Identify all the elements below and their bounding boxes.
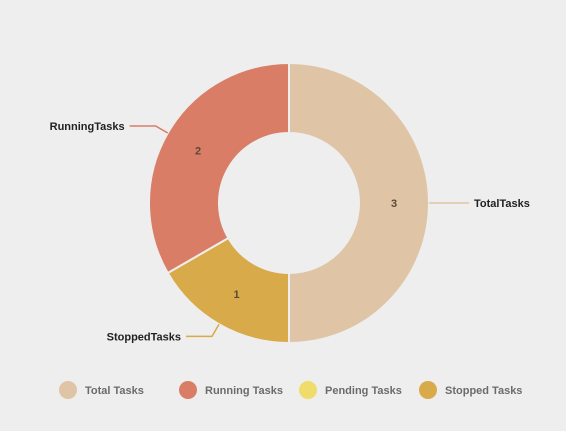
callout-line-stopped-tasks — [186, 323, 220, 338]
slice-value-total-tasks: 3 — [391, 198, 397, 210]
legend-item-total-tasks[interactable]: Total Tasks — [59, 381, 144, 399]
slice-value-labels: 3 1 2 — [195, 146, 397, 301]
slice-running-tasks[interactable] — [148, 62, 290, 274]
slice-value-stopped-tasks: 1 — [233, 289, 239, 301]
legend-swatch — [419, 381, 437, 399]
legend-swatch — [59, 381, 77, 399]
legend-label: Total Tasks — [85, 385, 144, 397]
legend-item-stopped-tasks[interactable]: Stopped Tasks — [419, 381, 522, 399]
legend-label: Pending Tasks — [325, 385, 402, 397]
callout-label-total-tasks: TotalTasks — [474, 198, 530, 210]
callout-line-running-tasks — [129, 125, 169, 134]
legend-item-running-tasks[interactable]: Running Tasks — [179, 381, 283, 399]
slice-callouts: TotalTasks StoppedTasks RunningTasks — [50, 121, 530, 343]
donut-slices — [148, 62, 430, 344]
legend-swatch — [179, 381, 197, 399]
legend-label: Running Tasks — [205, 385, 283, 397]
legend-label: Stopped Tasks — [445, 385, 522, 397]
slice-value-running-tasks: 2 — [195, 146, 201, 158]
legend-item-pending-tasks[interactable]: Pending Tasks — [299, 381, 402, 399]
callout-label-stopped-tasks: StoppedTasks — [107, 331, 181, 343]
chart-legend: Total Tasks Running Tasks Pending Tasks Sto… — [59, 381, 522, 399]
legend-swatch — [299, 381, 317, 399]
slice-total-tasks[interactable] — [288, 62, 430, 344]
callout-label-running-tasks: RunningTasks — [50, 121, 125, 133]
